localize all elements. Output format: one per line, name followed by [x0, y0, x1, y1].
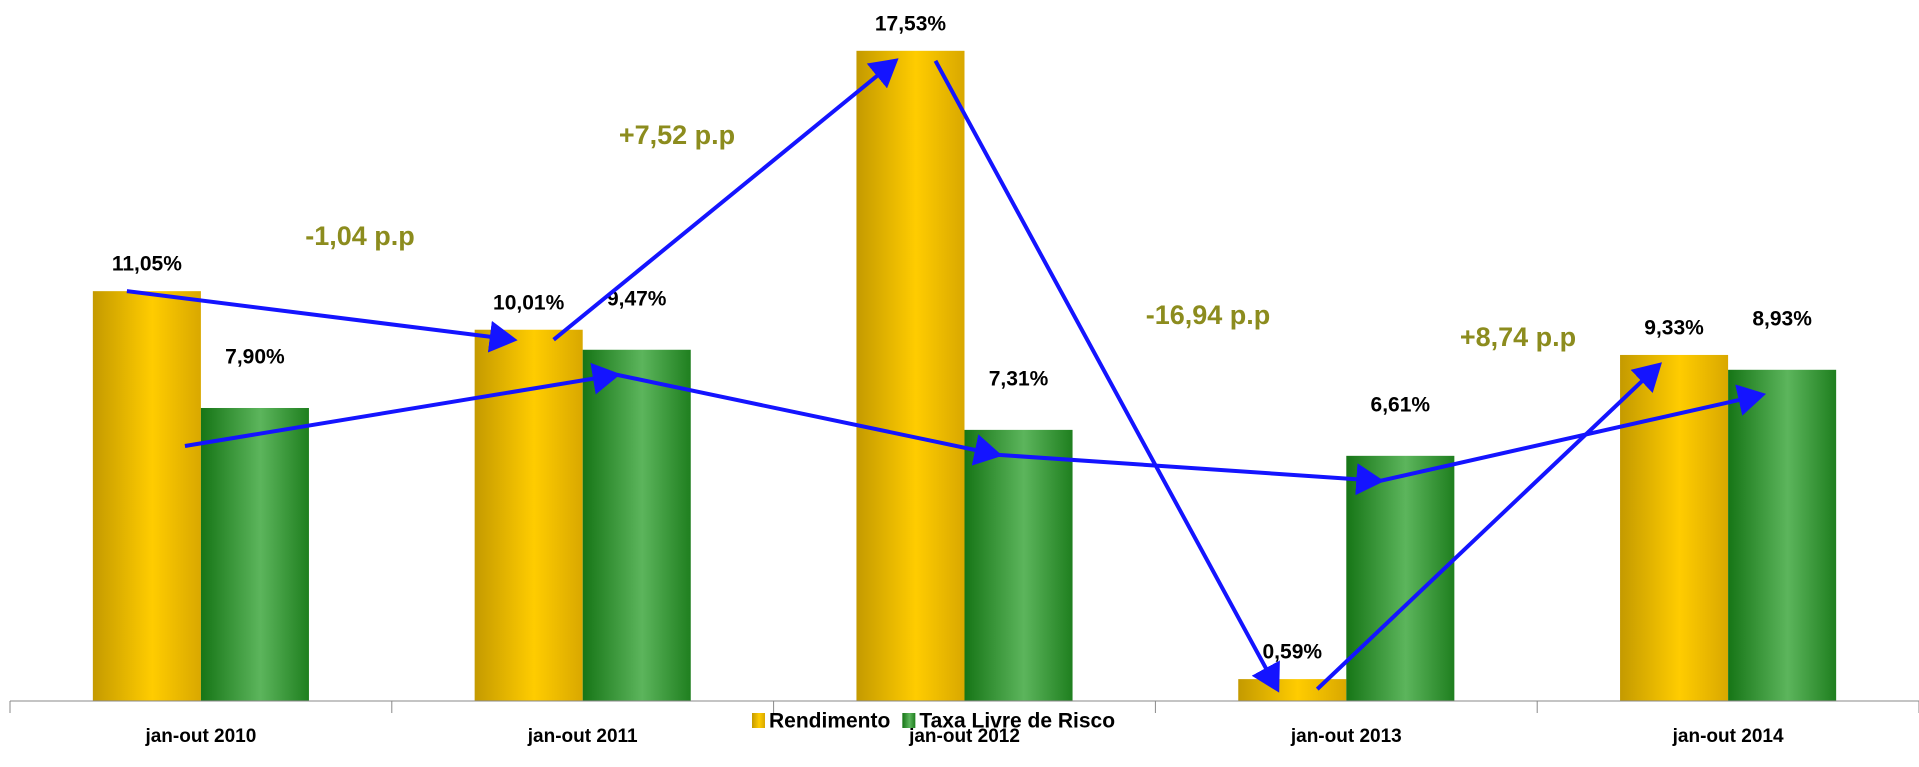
x-tick-label: jan-out 2011 [527, 726, 638, 747]
value-label: 7,90% [225, 346, 285, 369]
value-label: 9,47% [607, 287, 667, 310]
value-label: 8,93% [1752, 307, 1812, 330]
change-annotation: +8,74 p.p [1460, 322, 1576, 352]
legend-swatch [752, 713, 765, 728]
value-label: 11,05% [112, 253, 182, 276]
bar [856, 50, 965, 701]
change-annotation: +7,52 p.p [619, 120, 735, 150]
x-tick-label: jan-out 2010 [144, 726, 256, 747]
value-label: 17,53% [875, 12, 947, 35]
trend-arrow [616, 372, 1003, 466]
trend-arrow [1379, 384, 1767, 483]
change-annotation: -1,04 p.p [305, 221, 415, 251]
bar [1728, 369, 1837, 701]
bar [582, 349, 691, 701]
bar [474, 329, 583, 701]
trend-arrow [933, 59, 1280, 693]
trend-arrow [126, 289, 518, 353]
value-label: 10,01% [493, 291, 565, 314]
trend-arrow [552, 58, 899, 342]
bar [200, 407, 309, 701]
bar [92, 291, 201, 701]
legend-label: Rendimento [769, 710, 890, 733]
bar [1238, 679, 1347, 701]
x-tick-label: jan-out 2013 [1290, 726, 1402, 747]
legend-label: Taxa Livre de Risco [919, 710, 1115, 733]
value-label: 0,59% [1263, 641, 1323, 664]
value-label: 7,31% [989, 367, 1049, 390]
x-tick-label: jan-out 2014 [1672, 726, 1784, 747]
bar [964, 429, 1073, 701]
x-tick-label: jan-out 2012 [908, 726, 1020, 747]
change-annotation: -16,94 p.p [1146, 300, 1271, 330]
trend-arrow [184, 362, 621, 448]
value-label: 6,61% [1371, 393, 1431, 416]
trend-arrow [1315, 362, 1662, 691]
bar [1346, 455, 1455, 701]
legend-swatch [902, 713, 916, 728]
value-label: 9,33% [1644, 316, 1704, 339]
trend-arrow [998, 452, 1385, 496]
